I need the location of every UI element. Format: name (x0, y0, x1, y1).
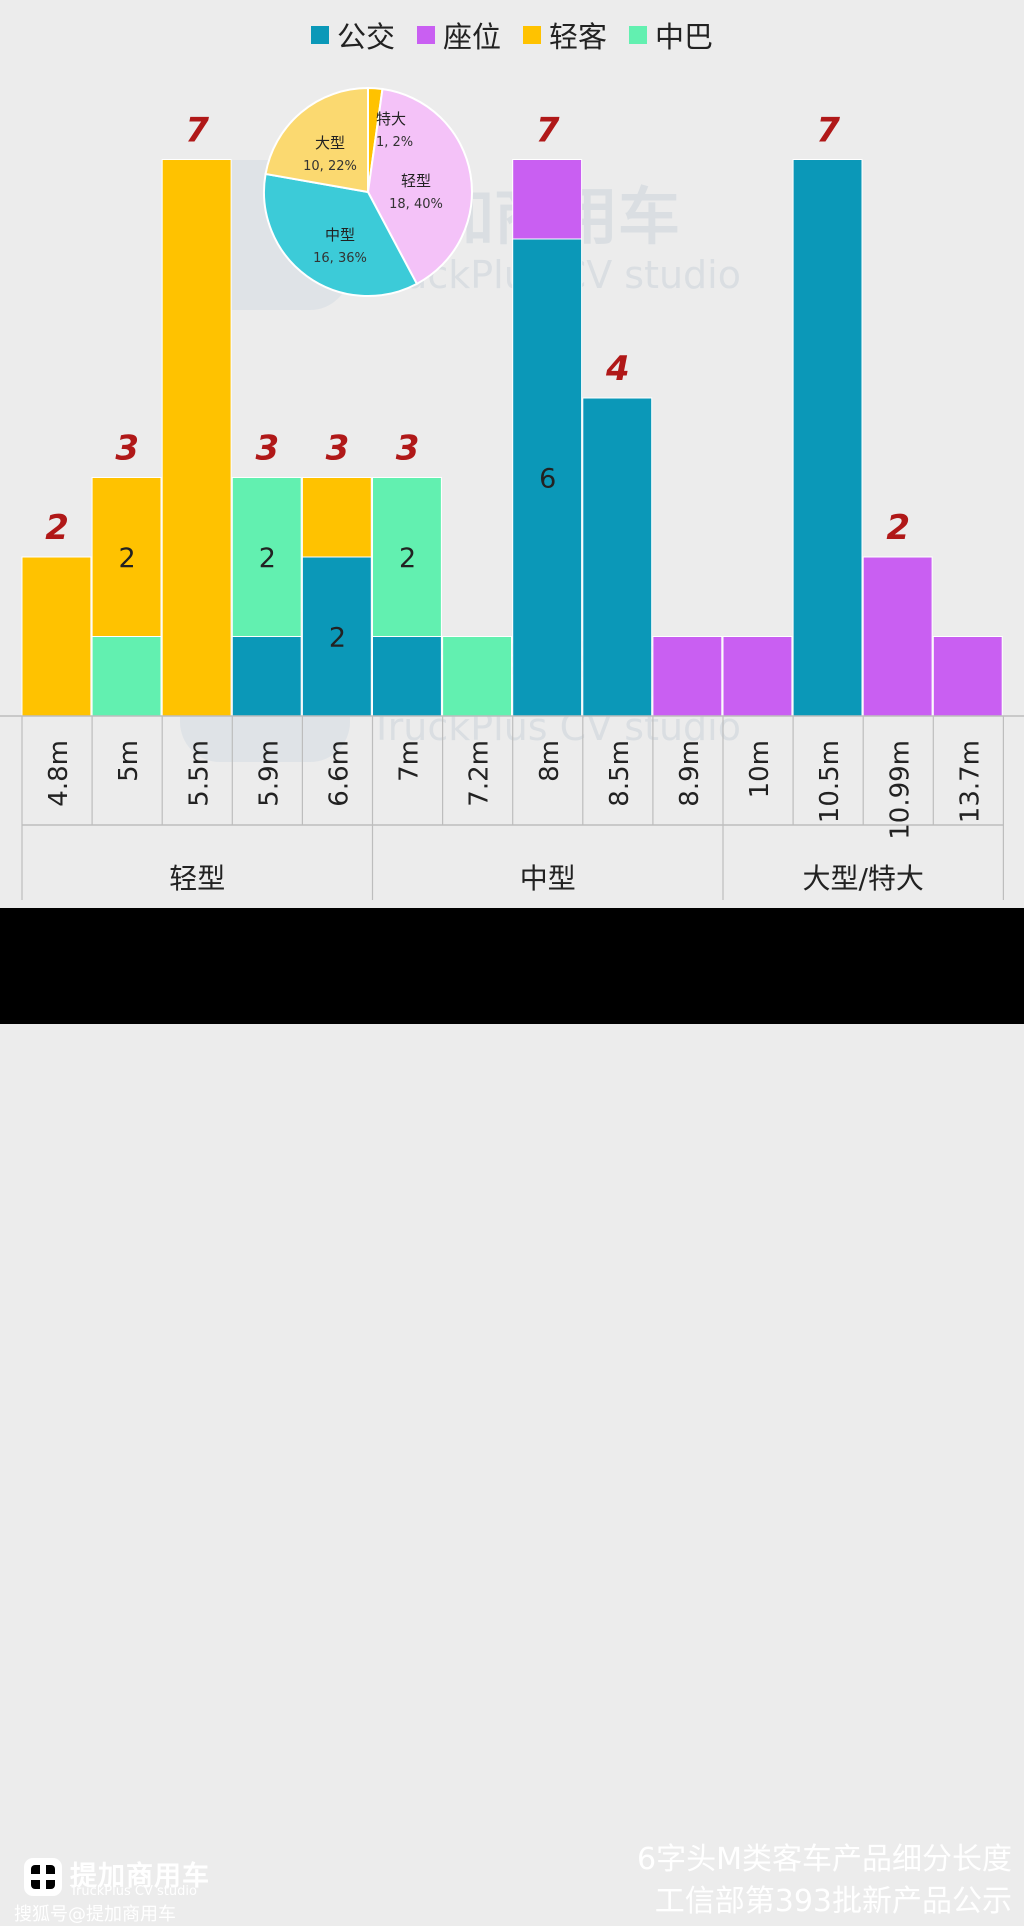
bar-segment (231, 636, 302, 717)
x-tick-label: 6.6m (324, 740, 354, 807)
legend-label: 轻客 (549, 20, 608, 54)
legend-swatch (629, 26, 648, 44)
x-tick-label: 8.9m (675, 740, 705, 807)
bar-segment (862, 556, 933, 717)
pie-value-label: 1, 2% (376, 135, 413, 150)
x-tick-label: 4.8m (44, 740, 74, 807)
segment-label: 2 (119, 543, 136, 574)
bars-layer: 2 2 2 2 6 2 3 7 3 3 3 7 4 7 2 (21, 111, 1003, 717)
segment-label: 2 (329, 623, 346, 654)
pie-slice (366, 87, 473, 286)
pie-label: 大型 (315, 134, 345, 152)
segment-label: 2 (259, 543, 276, 574)
legend-label: 公交 (336, 20, 395, 54)
x-tick-label: 10.5m (815, 740, 845, 823)
bar-segment (512, 238, 583, 717)
bar-segment (722, 636, 793, 717)
legend-item: 座位 (416, 14, 501, 56)
legend-swatch (416, 26, 435, 44)
group-label: 轻型 (169, 862, 225, 895)
legend-item: 公交 (310, 14, 395, 56)
bar-segment (582, 397, 653, 717)
legend-item: 轻客 (523, 14, 607, 56)
brand-subtitle: TruckPlus CV studio (70, 1884, 197, 1899)
legend: 公交 座位 轻客 中巴 (0, 14, 1024, 56)
bar-segment (301, 556, 372, 717)
total-label: 4 (605, 349, 630, 389)
pie-slice (263, 172, 419, 297)
pie-label: 轻型 (401, 172, 431, 190)
pie-label: 中型 (325, 226, 355, 244)
x-tick-label: 7m (395, 740, 425, 782)
x-tick-label: 5m (114, 740, 144, 782)
total-label: 3 (256, 429, 280, 469)
total-label: 3 (326, 429, 350, 469)
pie-chart: 特大 1, 2% 轻型 18, 40% 中型 16, 36% 大型 10, 22% (263, 86, 473, 297)
bar-segment (21, 556, 92, 717)
x-tick-label: 5.9m (254, 740, 284, 807)
pie-label: 特大 (376, 110, 406, 128)
segment-label: 2 (399, 543, 416, 574)
legend-item: 中巴 (629, 14, 713, 56)
total-label: 7 (185, 111, 209, 151)
x-tick-label: 8m (535, 740, 565, 782)
bar-segment (372, 636, 442, 717)
total-label: 2 (886, 508, 910, 548)
x-tick-label: 13.7m (955, 740, 985, 823)
group-label: 中型 (520, 862, 576, 895)
bar-segment (372, 477, 442, 637)
total-label: 7 (816, 111, 840, 151)
total-label: 2 (45, 508, 69, 548)
x-tick-label: 10m (745, 740, 775, 798)
bar-segment (442, 636, 513, 717)
bar-segment (512, 159, 583, 240)
footer-title-line1: 6字头M类客车产品细分长度 (637, 1842, 1012, 1877)
legend-swatch (523, 26, 541, 44)
group-label: 大型/特大 (802, 862, 923, 895)
bar-segment (932, 636, 1003, 717)
bar-segment (161, 159, 232, 717)
brand-logo-icon (24, 1858, 62, 1896)
bar-segment (91, 636, 162, 717)
bar-segment (91, 477, 162, 637)
x-tick-label: 8.5m (605, 740, 635, 807)
x-tick-label: 5.5m (184, 740, 214, 807)
pie-value-label: 18, 40% (389, 197, 443, 212)
legend-label: 座位 (442, 20, 501, 54)
legend-swatch (310, 26, 329, 44)
bar-segment (792, 159, 863, 717)
bar-segment (652, 636, 723, 717)
x-tick-label: 7.2m (465, 740, 495, 807)
axis-layer: 4.8m 5m 5.5m 5.9m 6.6m 7m 7.2m 8m 8.5m 8.9m 10m 10.… (0, 715, 1024, 900)
bar-segment (231, 477, 302, 637)
footer: 提加商用车 TruckPlus CV studio 搜狐号@提加商用车 6字头M… (0, 908, 1024, 1925)
bar-segment (301, 477, 372, 558)
legend-label: 中巴 (655, 20, 714, 54)
pie-value-label: 10, 22% (303, 159, 357, 174)
source-credit: 搜狐号@提加商用车 (14, 1904, 176, 1925)
total-label: 3 (396, 429, 420, 469)
pie-value-label: 16, 36% (313, 251, 367, 266)
segment-label: 6 (539, 464, 556, 495)
footer-title-line2: 工信部第393批新产品公示 (654, 1884, 1012, 1919)
total-label: 3 (115, 429, 139, 469)
pie-slice (264, 86, 369, 194)
x-tick-label: 10.99m (885, 740, 915, 840)
total-label: 7 (536, 111, 560, 151)
